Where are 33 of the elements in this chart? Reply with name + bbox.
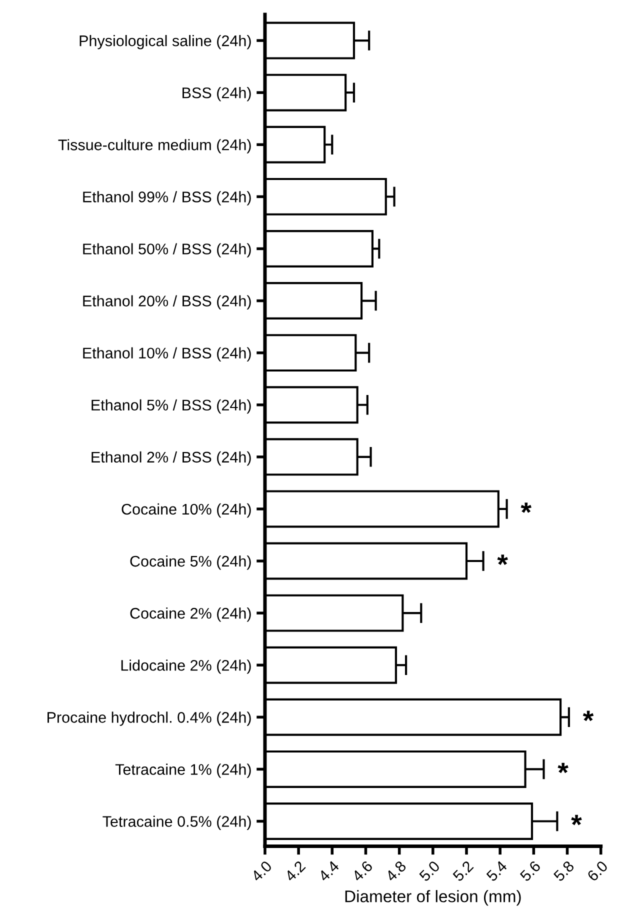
x-tick-label: 4.2 — [284, 860, 306, 882]
x-tick-label: 4.6 — [351, 860, 374, 882]
y-tick-label: Ethanol 99% / BSS (24h) — [83, 191, 251, 206]
x-tick-label: 4.0 — [250, 860, 272, 882]
y-tick-label: Lidocaine 2% (24h) — [121, 660, 251, 674]
x-tick-label: 5.0 — [418, 860, 440, 882]
y-tick-label: Ethanol 20% / BSS (24h) — [83, 295, 251, 310]
x-tick-label: 5.2 — [452, 860, 474, 882]
y-tick-label: Cocaine 2% (24h) — [130, 608, 251, 622]
data-label: * — [582, 710, 594, 722]
y-tick-label: Ethanol 50% / BSS (24h) — [83, 243, 251, 258]
y-tick-label: Procaine hydrochl. 0.4% (24h) — [48, 712, 251, 726]
x-tick-label: 6.0 — [586, 860, 608, 882]
data-label: * — [558, 762, 568, 774]
x-tick-label: 5.4 — [486, 860, 508, 882]
y-tick-label: Ethanol 2% / BSS (24h) — [92, 451, 251, 466]
data-label: * — [571, 814, 582, 826]
y-tick-label: Tetracaine 0.5% (24h) — [102, 816, 251, 830]
y-tick-label: Physiological saline (24h) — [80, 35, 251, 50]
y-tick-label: BSS (24h) — [182, 87, 251, 102]
x-tick-label: 4.8 — [384, 860, 407, 882]
y-tick-label: Cocaine 5% (24h) — [130, 555, 251, 570]
x-axis-title: Diameter of lesion (mm) — [345, 890, 521, 906]
data-label: * — [497, 554, 508, 565]
x-tick-label: 4.4 — [318, 860, 340, 882]
data-label: * — [520, 502, 532, 513]
y-tick-label: Tissue-culture medium (24h) — [58, 139, 251, 154]
y-tick-label: Ethanol 5% / BSS (24h) — [92, 399, 251, 414]
x-tick-label: 5.8 — [552, 860, 575, 882]
y-tick-label: Tetracaine 1% (24h) — [115, 764, 251, 778]
y-tick-label: Ethanol 10% / BSS (24h) — [83, 347, 251, 362]
y-tick-label: Cocaine 10% (24h) — [122, 503, 251, 518]
x-tick-label: 5.6 — [519, 860, 542, 882]
